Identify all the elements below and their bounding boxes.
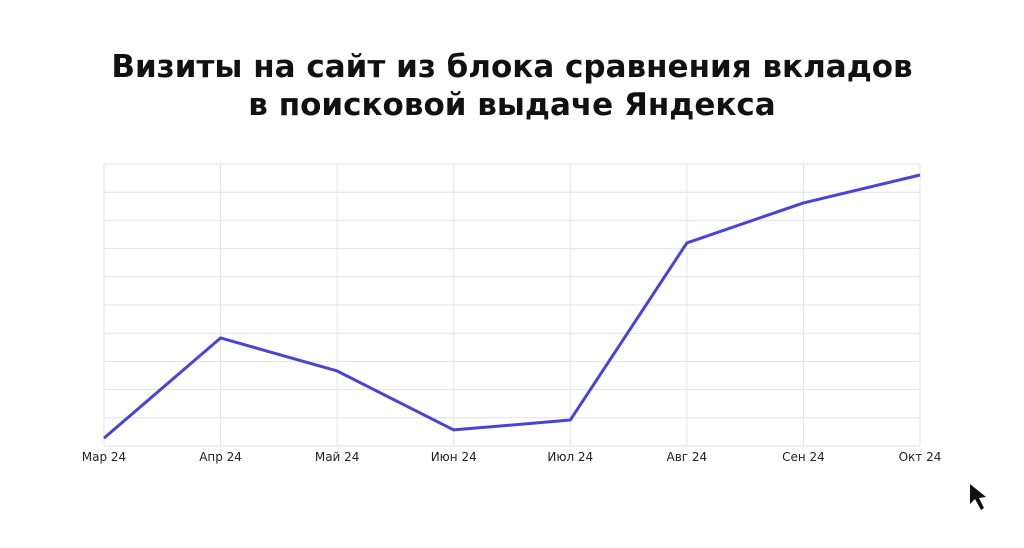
cursor-icon xyxy=(970,484,986,510)
x-tick-label: Сен 24 xyxy=(782,450,825,464)
x-tick-label: Май 24 xyxy=(315,450,360,464)
x-tick-label: Окт 24 xyxy=(899,450,942,464)
data-line xyxy=(103,173,921,440)
chart-title: в поисковой выдаче Яндекса xyxy=(248,87,775,123)
grid xyxy=(103,163,921,447)
x-tick-label: Июн 24 xyxy=(431,450,477,464)
x-tick-label: Июл 24 xyxy=(547,450,593,464)
x-tick-label: Мар 24 xyxy=(82,450,126,464)
plot: Мар 24 Апр 24 Май 24 Июн 24 Июл 24 Авг 24 Сен … xyxy=(82,173,942,464)
x-tick-label: Авг 24 xyxy=(667,450,708,464)
x-tick-label: Апр 24 xyxy=(199,450,242,464)
chart-title: Визиты на сайт из блока сравнения вкладо… xyxy=(111,49,912,85)
